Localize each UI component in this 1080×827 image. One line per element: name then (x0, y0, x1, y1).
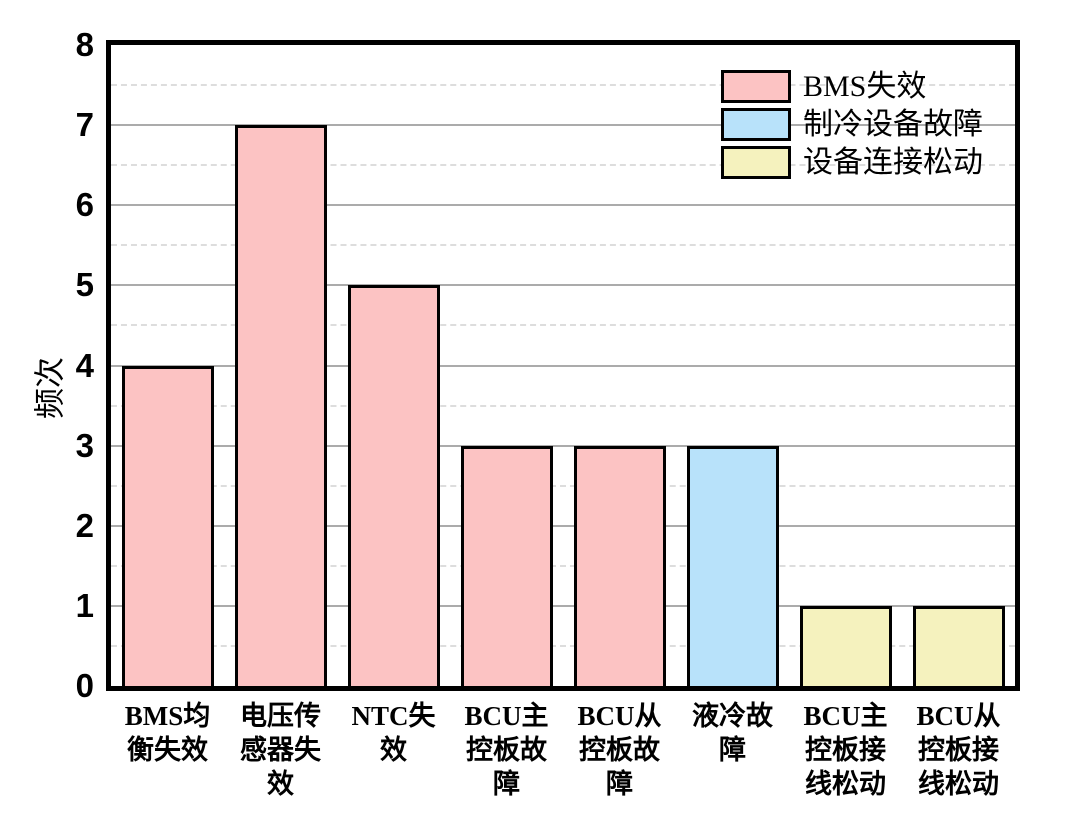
legend-swatch (721, 146, 791, 179)
y-tick-label: 2 (75, 506, 94, 544)
x-category-label: NTC失 效 (351, 701, 436, 765)
gridline-minor (111, 324, 1015, 327)
y-tick-label: 1 (75, 586, 94, 624)
gridline-minor (111, 404, 1015, 407)
x-category-label: BCU主 控板故 障 (464, 701, 549, 799)
y-tick-label: 6 (75, 186, 94, 224)
bar (347, 285, 440, 686)
y-tick-label: 0 (75, 667, 94, 704)
x-category-label: BCU从 控板接 线松动 (916, 701, 1001, 799)
legend-label: 制冷设备故障 (803, 108, 983, 141)
legend-swatch (721, 108, 791, 141)
bar (573, 445, 666, 686)
gridline-major (111, 124, 1015, 127)
x-category-label: BMS均 衡失效 (124, 701, 211, 765)
gridline-major (111, 444, 1015, 447)
bar (912, 605, 1005, 686)
legend-item: BMS失效 (721, 70, 983, 103)
legend-label: BMS失效 (803, 70, 927, 103)
gridline-minor (111, 484, 1015, 487)
gridline-minor (111, 644, 1015, 647)
legend-label: 设备连接松动 (803, 146, 983, 179)
y-tick-label: 8 (75, 26, 94, 63)
bar (799, 605, 892, 686)
legend-swatch (721, 70, 791, 103)
gridline-major (111, 204, 1015, 207)
gridline-major (111, 284, 1015, 287)
x-category-label: 电压传 感器失 效 (240, 701, 321, 799)
gridline-minor (111, 244, 1015, 247)
plot-inner: BMS失效制冷设备故障 设备连接松动 (111, 45, 1015, 686)
y-tick-label: 4 (75, 346, 94, 384)
gridline-major (111, 364, 1015, 367)
legend-item: 设备连接松动 (721, 146, 983, 179)
gridline-major (111, 524, 1015, 527)
gridline-minor (111, 84, 1015, 87)
gridline-minor (111, 564, 1015, 567)
plot-area: BMS失效制冷设备故障 设备连接松动 (106, 40, 1020, 691)
bar (686, 445, 779, 686)
legend-item: 制冷设备故障 (721, 108, 983, 141)
x-category-label: BCU主 控板接 线松动 (803, 701, 888, 799)
bar (460, 445, 553, 686)
legend: BMS失效制冷设备故障 设备连接松动 (721, 70, 983, 184)
x-category-label: BCU从 控板故 障 (577, 701, 662, 799)
gridline-major (111, 604, 1015, 607)
x-category-label: 液冷故 障 (692, 701, 773, 765)
y-tick-label: 7 (75, 106, 94, 144)
gridline-minor (111, 164, 1015, 167)
y-tick-label: 3 (75, 426, 94, 464)
bar (234, 125, 327, 686)
bar (121, 365, 214, 686)
y-tick-label: 5 (75, 266, 94, 304)
